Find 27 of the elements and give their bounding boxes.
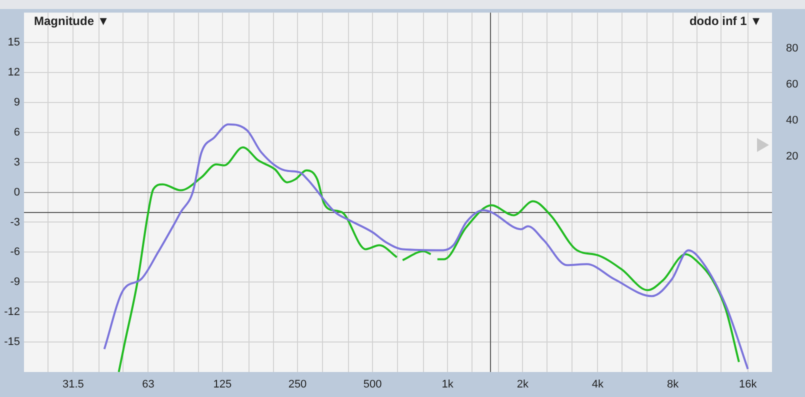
x-tick-label: 31.5 — [62, 378, 84, 391]
y2-tick-label: 60 — [786, 78, 798, 91]
x-tick-label: 250 — [288, 378, 307, 391]
y2-tick-label: 80 — [786, 42, 798, 55]
y-tick-label: 0 — [14, 186, 20, 198]
y2-axis-title: dodo inf 1 ▼ — [689, 14, 762, 28]
y-tick-label: -6 — [10, 246, 20, 258]
x-tick-label: 16k — [738, 378, 758, 391]
x-tick-label: 125 — [213, 378, 232, 391]
y-tick-label: 12 — [8, 66, 20, 79]
y-tick-label: 6 — [14, 126, 20, 138]
x-tick-label: 4k — [592, 378, 604, 391]
y-tick-label: 3 — [14, 156, 20, 168]
x-tick-label: 1k — [442, 378, 454, 391]
y-axis-title: Magnitude ▼ — [34, 14, 110, 28]
x-tick-label: 8k — [666, 378, 680, 391]
x-tick-label: 500 — [363, 378, 382, 391]
y-tick-label: 9 — [14, 96, 20, 108]
y-tick-label: -3 — [10, 216, 20, 228]
y2-tick-label: 40 — [786, 114, 798, 126]
y2-tick-label: 20 — [786, 150, 798, 162]
x-tick-label: 63 — [142, 378, 154, 391]
y-tick-label: -9 — [10, 276, 20, 288]
y-tick-label: -12 — [4, 306, 20, 318]
y-tick-label: 15 — [8, 36, 20, 49]
x-tick-label: 2k — [516, 378, 529, 391]
y-tick-label: -15 — [4, 336, 20, 348]
